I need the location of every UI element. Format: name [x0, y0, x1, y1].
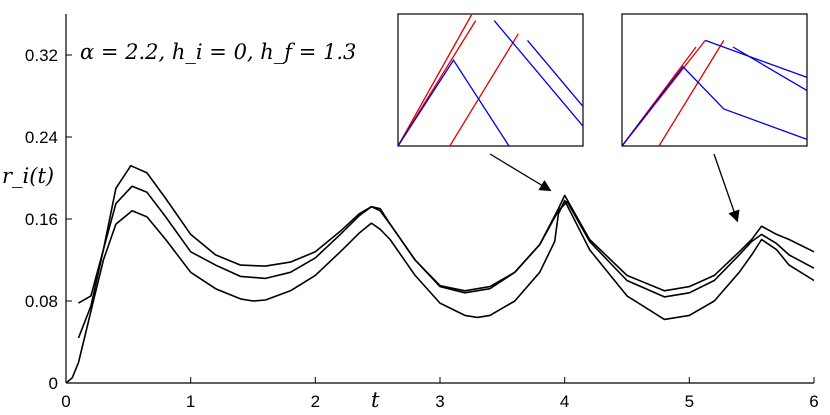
inset-1 [397, 13, 584, 147]
inset-arrow-2 [713, 153, 740, 223]
inset-line [397, 13, 473, 147]
inset-arrow-1 [489, 153, 552, 192]
inset-line [705, 39, 808, 79]
y-tick-label: 0.24 [25, 128, 58, 147]
y-axis-label: r_i(t) [2, 164, 54, 188]
x-tick-label: 3 [435, 392, 444, 411]
y-tick-label: 0 [49, 374, 58, 393]
y-tick-label: 0.08 [25, 292, 58, 311]
y-tick-label: 0.32 [25, 46, 58, 65]
inset-line [621, 65, 808, 147]
inset-2 [621, 13, 808, 147]
inset-frame [621, 13, 808, 147]
y-tick-label: 0.16 [25, 210, 58, 229]
x-tick-label: 1 [186, 392, 195, 411]
x-tick-label: 0 [61, 392, 70, 411]
inset-line [732, 46, 808, 92]
parameter-annotation: α = 2.2, h_i = 0, h_f = 1.3 [80, 40, 356, 64]
series-line-2 [77, 185, 815, 339]
x-tick-label: 2 [311, 392, 320, 411]
inset-line [449, 33, 519, 147]
inset-line [527, 39, 584, 107]
inset-line [397, 59, 510, 147]
series-lines [65, 164, 815, 384]
x-tick-label: 4 [560, 392, 569, 411]
inset-line [493, 20, 584, 127]
insets [397, 13, 808, 147]
tick-labels: 0 1 2 3 4 5 6 0 0.08 0.16 0.24 0.32 [25, 46, 819, 411]
inset-arrows [489, 153, 740, 223]
x-tick-label: 5 [685, 392, 694, 411]
x-axis-label: t [371, 388, 380, 412]
series-line-3 [65, 199, 815, 384]
inset-line [658, 40, 725, 147]
series-line-1 [78, 164, 815, 304]
x-tick-label: 6 [809, 392, 818, 411]
